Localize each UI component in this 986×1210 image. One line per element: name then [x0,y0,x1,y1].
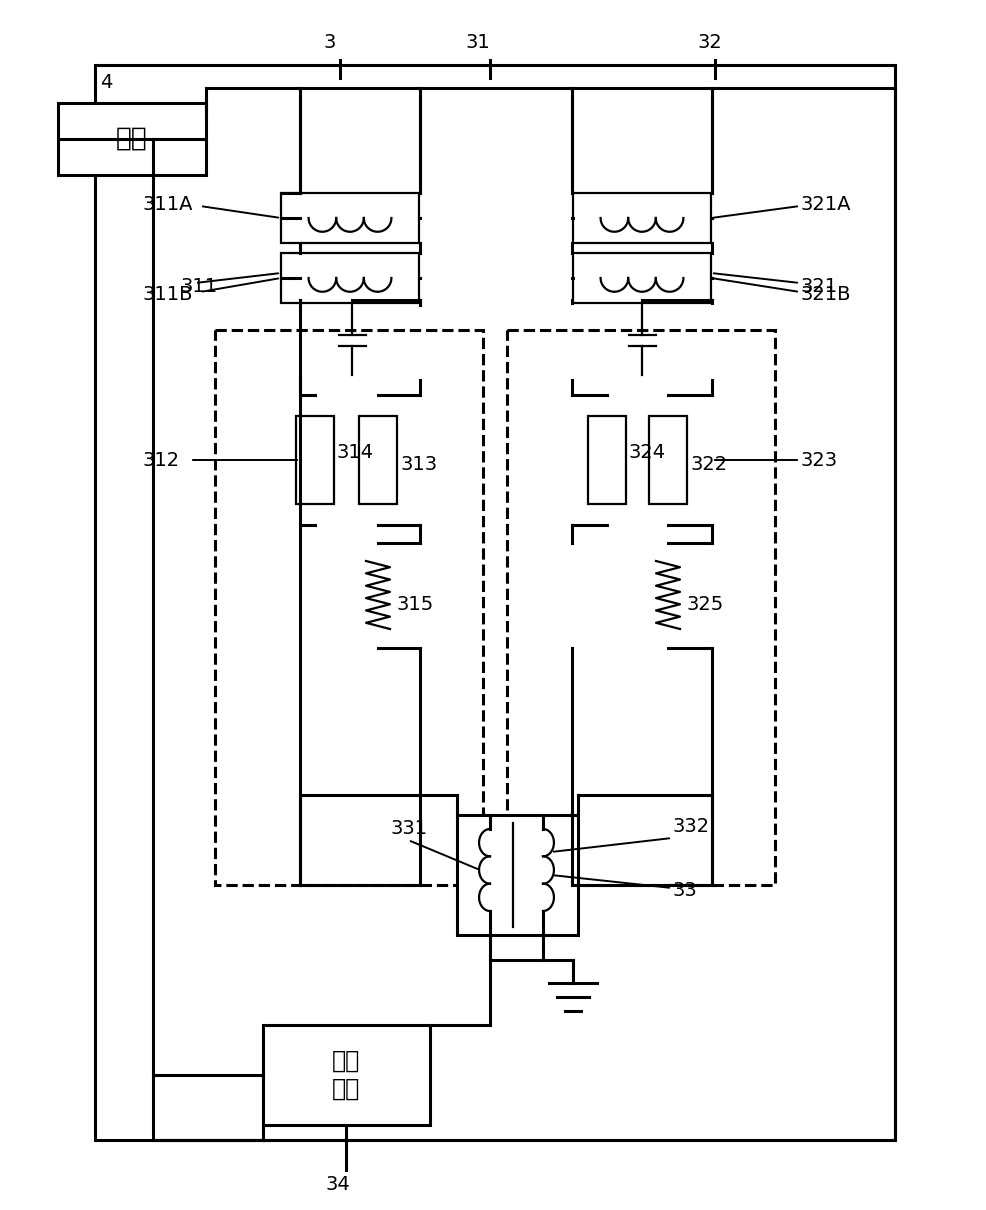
Text: 312: 312 [143,450,180,469]
Text: 34: 34 [325,1175,350,1193]
Text: 321B: 321B [800,284,851,304]
Text: 314: 314 [337,443,374,461]
Text: 324: 324 [629,443,667,461]
Bar [281,194,419,243]
Bar [296,416,334,505]
Text: 315: 315 [396,595,433,615]
Bar [281,253,419,302]
Text: 323: 323 [800,450,837,469]
Text: 电源: 电源 [116,126,148,152]
Text: 4: 4 [100,73,112,92]
Text: 反馈
电路: 反馈 电路 [332,1049,360,1101]
Bar [507,330,775,885]
Bar [359,416,397,505]
Bar [457,816,578,935]
Text: 33: 33 [673,881,698,899]
Bar [649,416,687,505]
Bar [263,1025,430,1125]
Bar [58,103,206,175]
Text: 32: 32 [698,33,723,52]
Text: 325: 325 [686,595,724,615]
Bar [95,65,895,1140]
Text: 3: 3 [323,33,336,52]
Text: 321A: 321A [800,195,851,213]
Bar [588,416,626,505]
Bar [573,194,711,243]
Text: 321: 321 [800,277,837,295]
Text: 313: 313 [400,455,437,474]
Text: 332: 332 [673,817,710,835]
Text: 31: 31 [465,33,490,52]
Text: 311A: 311A [143,195,193,213]
Bar [215,330,483,885]
Text: 322: 322 [690,455,727,474]
Bar [573,253,711,302]
Text: 331: 331 [390,818,427,837]
Text: 311: 311 [180,277,217,295]
Text: 311B: 311B [143,284,193,304]
